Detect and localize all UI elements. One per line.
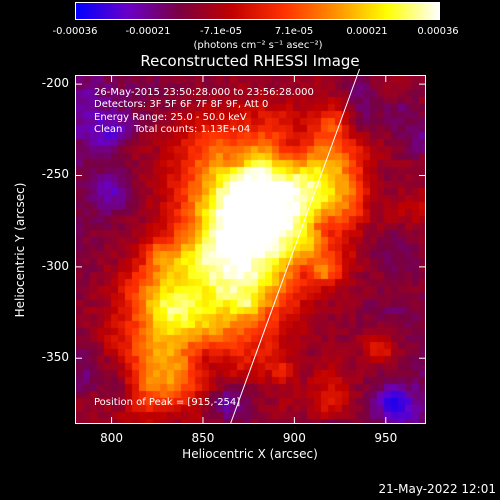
x-axis-tick-label: 900 [282,431,306,445]
heatmap-image [76,76,425,423]
colorbar-tick-label: 0.00021 [346,26,388,37]
detectors-label: Detectors: 3F 5F 6F 7F 8F 9F, Att 0 [94,99,269,110]
total-counts-label: Total counts: 1.13E+04 [134,124,251,135]
time-range-label: 26-May-2015 23:50:28.000 to 23:56:28.000 [94,87,314,98]
energy-range-label: Energy Range: 25.0 - 50.0 keV [94,112,247,123]
colorbar [75,2,440,20]
clean-label: Clean [94,124,123,135]
colorbar-tick-label: -0.00036 [52,26,98,37]
chart-title: Reconstructed RHESSI Image [140,52,360,70]
y-axis-tick-label: -350 [41,350,69,365]
y-axis-tick-label: -250 [41,167,69,182]
y-axis-tick-label: -200 [41,76,69,91]
colorbar-tick-label: -7.1e-05 [200,26,242,37]
plot-area: 26-May-2015 23:50:28.000 to 23:56:28.000… [75,75,426,424]
y-axis-tick-label: -300 [41,258,69,273]
x-axis-tick-label: 800 [100,431,124,445]
y-axis-label: Heliocentric Y (arcsec) [13,182,27,318]
timestamp: 21-May-2022 12:01 [378,482,496,496]
colorbar-tick-label: 7.1e-05 [274,26,314,37]
x-axis-tick-label: 850 [191,431,215,445]
colorbar-tick-label: -0.00021 [125,26,171,37]
x-axis-label: Heliocentric X (arcsec) [182,447,318,461]
colorbar-tick-label: 0.00036 [417,26,459,37]
colorbar-units: (photons cm⁻² s⁻¹ asec⁻²) [193,40,323,51]
x-axis-tick-label: 950 [374,431,398,445]
peak-position-label: Position of Peak = [915,-254] [94,397,241,408]
